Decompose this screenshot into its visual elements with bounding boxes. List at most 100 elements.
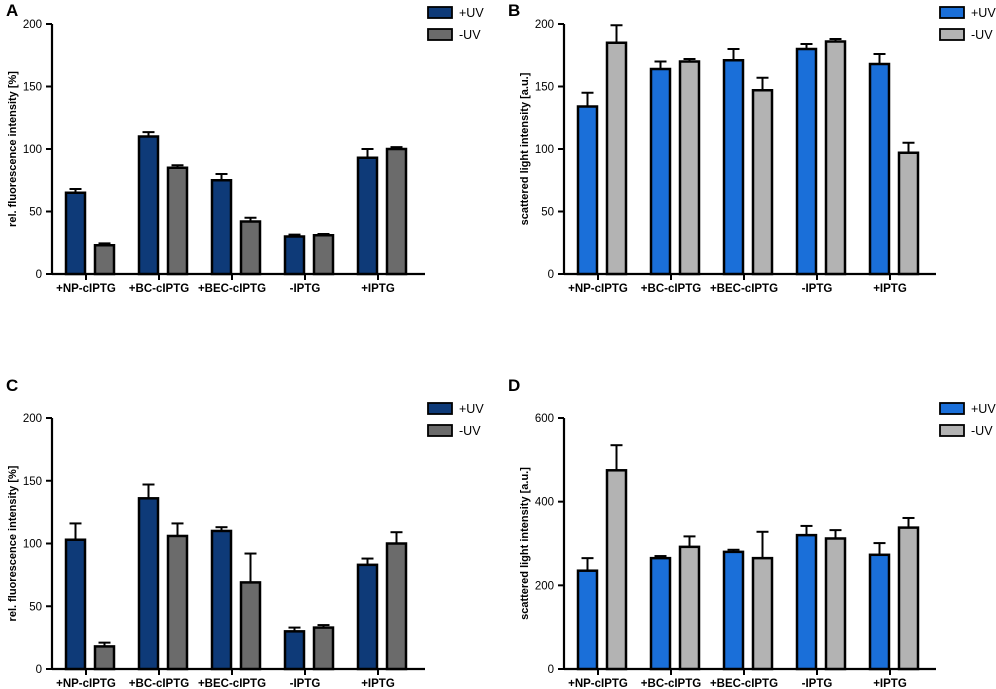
bar: [678, 60, 701, 276]
legend-label: +UV: [459, 6, 484, 20]
x-tick-label: +NP-cIPTG: [568, 283, 628, 295]
x-tick-label: +BEC-cIPTG: [198, 678, 266, 689]
y-axis-title: scattered light intensity [a.u.]: [519, 467, 531, 620]
legend-label: -UV: [459, 424, 481, 438]
bar: [64, 538, 87, 671]
bar: [678, 545, 701, 671]
y-tick-label: 200: [535, 580, 554, 592]
bar: [897, 526, 920, 671]
bar: [239, 220, 262, 276]
legend-swatch: [427, 424, 453, 437]
bar: [649, 67, 672, 276]
x-tick-label: -IPTG: [290, 283, 321, 295]
bar: [385, 147, 408, 276]
panel-letter: A: [6, 1, 18, 20]
panel-letter: C: [6, 376, 18, 395]
y-tick-label: 0: [36, 269, 42, 281]
bar: [605, 41, 628, 276]
legend-swatch: [939, 6, 965, 19]
x-tick-label: +BEC-cIPTG: [710, 283, 778, 295]
y-tick-label: 150: [23, 82, 42, 94]
y-tick-label: 100: [23, 539, 42, 551]
x-tick-label: +NP-cIPTG: [56, 678, 116, 689]
legend-label: -UV: [459, 28, 481, 42]
y-tick-label: 0: [548, 664, 554, 676]
x-tick-label: +NP-cIPTG: [56, 283, 116, 295]
bar: [605, 469, 628, 671]
bar: [356, 156, 379, 276]
legend-label: -UV: [971, 424, 993, 438]
bar: [751, 556, 774, 671]
bar: [210, 529, 233, 671]
legend-swatch: [427, 402, 453, 415]
bar: [356, 563, 379, 671]
bar: [312, 234, 335, 276]
legend-swatch: [939, 402, 965, 415]
x-tick-label: +BC-cIPTG: [641, 678, 701, 689]
panel-letter: D: [508, 376, 520, 395]
bar: [722, 59, 745, 276]
bar: [868, 62, 891, 276]
bar: [385, 542, 408, 671]
bar: [283, 630, 306, 671]
y-tick-label: 0: [548, 269, 554, 281]
y-tick-label: 150: [535, 82, 554, 94]
x-tick-label: +BC-cIPTG: [129, 678, 189, 689]
y-tick-label: 200: [535, 19, 554, 31]
x-tick-label: +IPTG: [361, 283, 395, 295]
y-axis-title: rel. fluorescence intensity [%]: [7, 465, 19, 621]
bar: [795, 533, 818, 671]
x-tick-label: +IPTG: [873, 283, 907, 295]
y-tick-label: 100: [23, 144, 42, 156]
x-tick-label: +NP-cIPTG: [568, 678, 628, 689]
bar: [93, 645, 116, 671]
legend-swatch: [939, 424, 965, 437]
bar: [166, 534, 189, 671]
legend-label: +UV: [971, 402, 996, 416]
x-tick-label: -IPTG: [290, 678, 321, 689]
y-tick-label: 400: [535, 497, 554, 509]
legend-label: +UV: [459, 402, 484, 416]
panel-letter: B: [508, 1, 520, 20]
y-tick-label: 200: [23, 413, 42, 425]
bar: [93, 244, 116, 276]
y-tick-label: 100: [535, 144, 554, 156]
legend-swatch: [427, 6, 453, 19]
x-tick-label: +BC-cIPTG: [641, 283, 701, 295]
bar: [576, 569, 599, 671]
x-tick-label: +BC-cIPTG: [129, 283, 189, 295]
bar: [795, 47, 818, 276]
x-tick-label: +IPTG: [361, 678, 395, 689]
bar: [824, 537, 847, 671]
legend-swatch: [427, 28, 453, 41]
y-tick-label: 0: [36, 664, 42, 676]
x-tick-label: +IPTG: [873, 678, 907, 689]
bar: [312, 626, 335, 671]
x-tick-label: +BEC-cIPTG: [710, 678, 778, 689]
bar: [649, 556, 672, 671]
x-tick-label: -IPTG: [802, 283, 833, 295]
bar: [137, 135, 160, 276]
legend-swatch: [939, 28, 965, 41]
legend-label: -UV: [971, 28, 993, 42]
x-tick-label: +BEC-cIPTG: [198, 283, 266, 295]
y-axis-title: rel. fluorescence intensity [%]: [7, 71, 19, 227]
bar: [239, 581, 262, 671]
legend-label: +UV: [971, 6, 996, 20]
bar: [576, 105, 599, 276]
bar: [824, 40, 847, 276]
bar: [283, 235, 306, 276]
bar: [751, 89, 774, 276]
bar: [868, 553, 891, 671]
y-axis-title: scattered light intensity [a.u.]: [519, 72, 531, 225]
bar: [137, 497, 160, 671]
y-tick-label: 50: [541, 207, 554, 219]
y-tick-label: 200: [23, 19, 42, 31]
bar: [210, 179, 233, 276]
bar: [166, 166, 189, 276]
y-tick-label: 50: [29, 207, 42, 219]
